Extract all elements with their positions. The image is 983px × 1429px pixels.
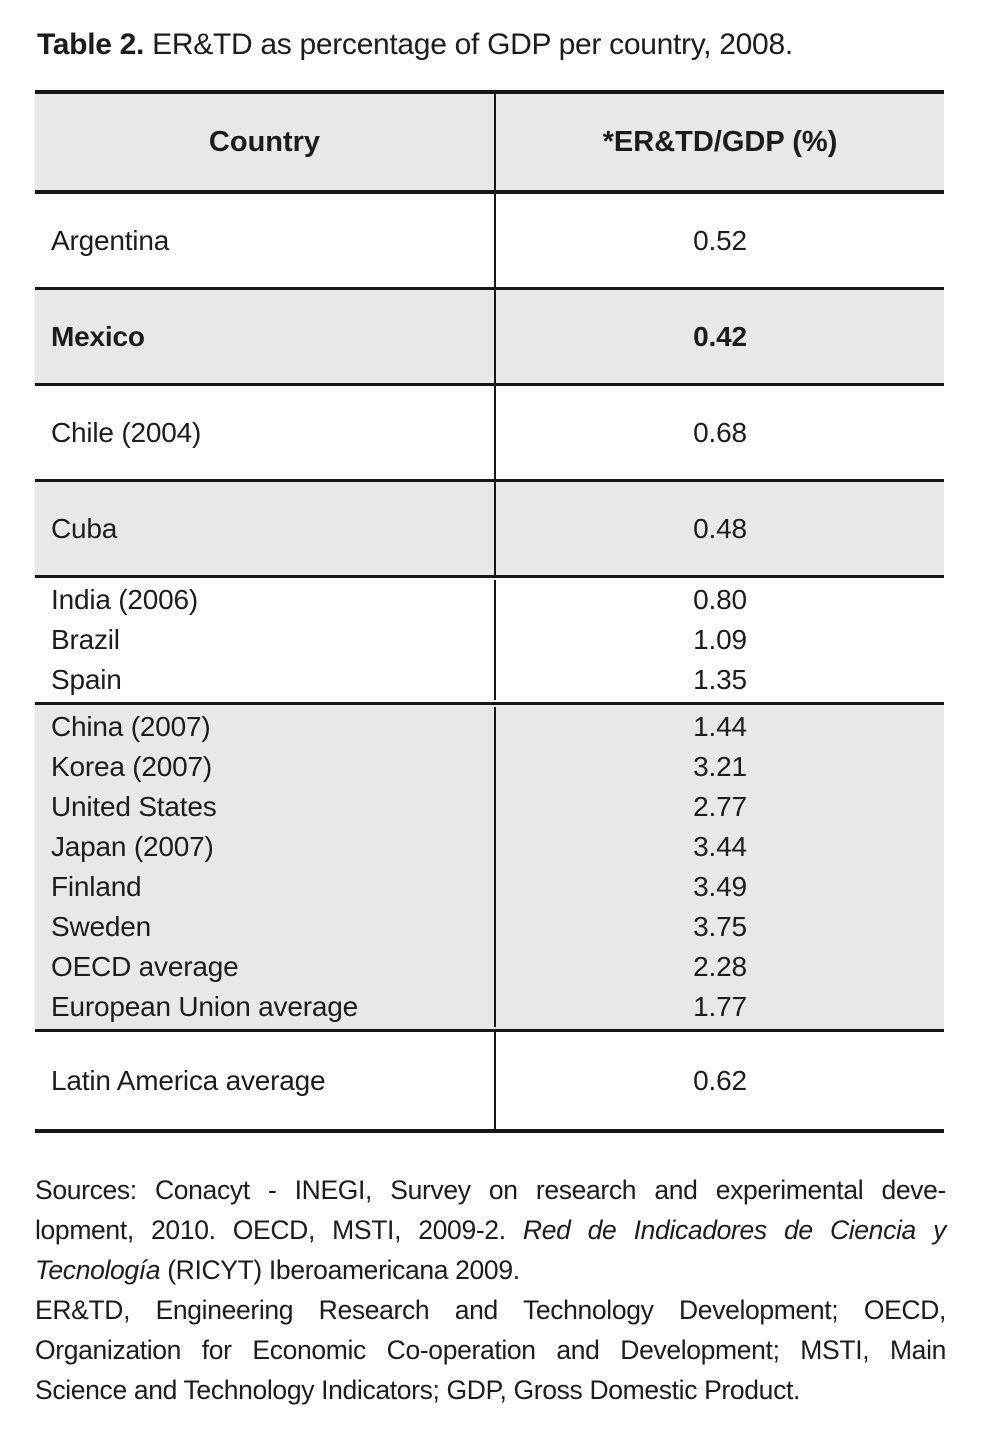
- value-text: 0.42: [693, 320, 747, 352]
- table-title: Table 2. ER&TD as percentage of GDP per …: [37, 26, 946, 64]
- country-label: Cuba: [51, 512, 118, 544]
- value-text: 3.44: [693, 831, 747, 862]
- footnote-text: Organization for Economic Co-operation a…: [35, 1335, 946, 1365]
- header-value-cell: *ER&TD/GDP (%): [496, 94, 944, 190]
- value-cell: 0.48: [496, 482, 944, 575]
- country-cell: Mexico: [35, 290, 496, 383]
- footnote-line: ER&TD, Engineering Research and Technolo…: [35, 1290, 946, 1330]
- table-title-number: Table 2.: [37, 28, 145, 61]
- table-row: Chile (2004) 0.68: [35, 383, 944, 479]
- country-label: China (2007): [51, 711, 211, 742]
- value-text: 0.68: [693, 416, 747, 448]
- value-text: 3.21: [693, 751, 747, 782]
- footnote-line: Organization for Economic Co-operation a…: [35, 1330, 946, 1370]
- table-row: Mexico 0.42: [35, 287, 944, 383]
- table-row: China (2007) Korea (2007) United States Jap…: [35, 702, 944, 1029]
- header-country-label: Country: [208, 125, 321, 158]
- table-row: Argentina 0.52: [35, 194, 944, 287]
- value-text: 1.35: [693, 664, 747, 695]
- country-label: Spain: [51, 664, 122, 695]
- value-text: 3.75: [693, 911, 747, 942]
- value-cell: 0.62: [496, 1032, 944, 1129]
- source-notes: Sources: Conacyt - INEGI, Survey on rese…: [35, 1170, 946, 1410]
- footnote-line: Tecnología (RICYT) Iberoamericana 2009.: [35, 1250, 946, 1290]
- value-text: 1.77: [693, 991, 747, 1022]
- header-country-cell: Country: [35, 94, 496, 190]
- country-cell: Cuba: [35, 482, 496, 575]
- country-label: India (2006): [51, 584, 199, 615]
- country-label: Korea (2007): [51, 751, 213, 782]
- value-text: 1.09: [693, 624, 747, 655]
- value-text: 0.48: [693, 512, 747, 544]
- country-cell: India (2006) Brazil Spain: [35, 580, 496, 700]
- footnote-italic-text: Tecnología: [35, 1255, 161, 1285]
- country-label: Japan (2007): [51, 831, 214, 862]
- footnote-text: lopment, 2010. OECD, MSTI, 2009-2.: [35, 1215, 523, 1245]
- value-cell: 0.80 1.09 1.35: [496, 580, 944, 700]
- value-text: 3.49: [693, 871, 747, 902]
- value-text: 2.77: [693, 791, 747, 822]
- table-row: Latin America average 0.62: [35, 1029, 944, 1129]
- footnote-text: ER&TD, Engineering Research and Technolo…: [35, 1295, 946, 1325]
- country-label: Chile (2004): [51, 416, 202, 448]
- value-cell: 0.42: [496, 290, 944, 383]
- country-label: Latin America average: [51, 1064, 326, 1096]
- value-text: 0.80: [693, 584, 747, 615]
- country-cell: Chile (2004): [35, 386, 496, 479]
- country-label: OECD average: [51, 951, 239, 982]
- value-cell: 1.44 3.21 2.77 3.44 3.49 3.75 2.28 1.77: [496, 707, 944, 1027]
- table-row: India (2006) Brazil Spain 0.80 1.09 1.35: [35, 575, 944, 702]
- country-cell: Argentina: [35, 194, 496, 287]
- country-cell: China (2007) Korea (2007) United States Jap…: [35, 707, 496, 1027]
- data-table: Country *ER&TD/GDP (%) Argentina 0.52 Mexi…: [35, 90, 944, 1133]
- table-row: Cuba 0.48: [35, 479, 944, 575]
- country-label: Finland: [51, 871, 142, 902]
- country-label: European Union average: [51, 991, 358, 1022]
- footnote-text: (RICYT) Iberoamericana 2009.: [160, 1255, 520, 1285]
- country-label: Sweden: [51, 911, 151, 942]
- table-header-row: Country *ER&TD/GDP (%): [35, 94, 944, 194]
- footnote-text: Science and Technology Indicators; GDP, …: [35, 1375, 800, 1405]
- value-text: 2.28: [693, 951, 747, 982]
- table-title-text: ER&TD as percentage of GDP per country, …: [144, 28, 793, 61]
- footnote-line: Science and Technology Indicators; GDP, …: [35, 1370, 946, 1410]
- footnote-text: Sources: Conacyt - INEGI, Survey on rese…: [35, 1175, 946, 1205]
- footnote-line: Sources: Conacyt - INEGI, Survey on rese…: [35, 1170, 946, 1210]
- country-label: Mexico: [51, 320, 145, 352]
- country-cell: Latin America average: [35, 1032, 496, 1129]
- table-body: Argentina 0.52 Mexico 0.42 Chile (2004) 0.68 C…: [35, 194, 944, 1129]
- footnote-line: lopment, 2010. OECD, MSTI, 2009-2. Red d…: [35, 1210, 946, 1250]
- header-value-label: *ER&TD/GDP (%): [602, 125, 838, 158]
- country-label: Brazil: [51, 624, 120, 655]
- country-label: Argentina: [51, 224, 170, 256]
- footnote-italic-text: Red de Indicadores de Ciencia y: [522, 1215, 946, 1245]
- country-label: United States: [51, 791, 217, 822]
- value-text: 1.44: [693, 711, 747, 742]
- value-text: 0.62: [693, 1064, 747, 1096]
- value-cell: 0.68: [496, 386, 944, 479]
- value-cell: 0.52: [496, 194, 944, 287]
- value-text: 0.52: [693, 224, 747, 256]
